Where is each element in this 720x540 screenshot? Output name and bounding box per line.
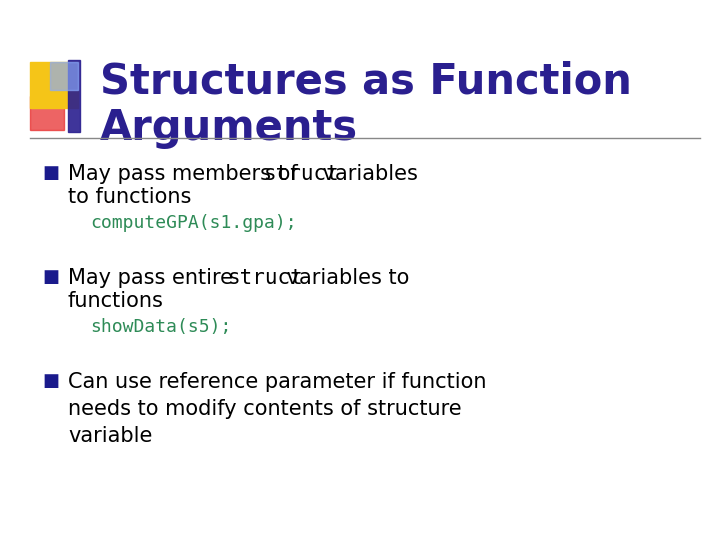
Text: struct: struct	[264, 164, 340, 184]
Text: ■: ■	[42, 268, 59, 286]
Text: functions: functions	[68, 291, 164, 311]
Text: ■: ■	[42, 164, 59, 182]
Bar	[30, 62, 78, 108]
Text: struct: struct	[228, 268, 304, 288]
Text: showData(s5);: showData(s5);	[90, 318, 231, 336]
Text: ■: ■	[42, 372, 59, 390]
Text: variables: variables	[316, 164, 418, 184]
Text: Can use reference parameter if function
needs to modify contents of structure
va: Can use reference parameter if function …	[68, 372, 487, 447]
Text: to functions: to functions	[68, 187, 192, 207]
Bar	[30, 96, 64, 130]
Text: May pass entire: May pass entire	[68, 268, 240, 288]
Bar	[68, 60, 80, 132]
Text: Structures as Function
Arguments: Structures as Function Arguments	[100, 60, 632, 149]
Text: computeGPA(s1.gpa);: computeGPA(s1.gpa);	[90, 214, 297, 232]
Text: variables to: variables to	[280, 268, 410, 288]
Bar	[50, 62, 78, 90]
Text: May pass members of: May pass members of	[68, 164, 305, 184]
